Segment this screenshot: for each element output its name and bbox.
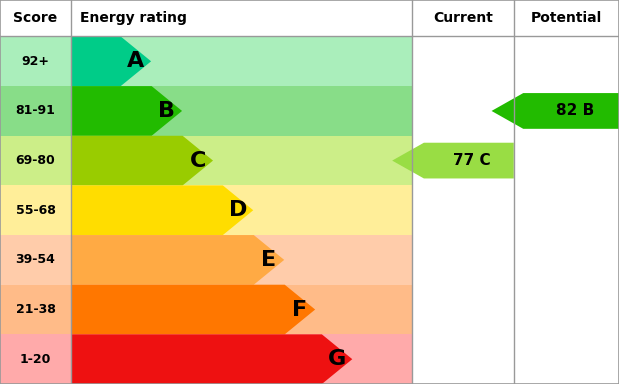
Bar bbox=[0, 185, 412, 235]
Polygon shape bbox=[392, 143, 514, 179]
Text: Score: Score bbox=[14, 11, 58, 25]
Text: Potential: Potential bbox=[530, 11, 602, 25]
Text: 77 C: 77 C bbox=[453, 153, 491, 168]
Bar bbox=[0, 136, 412, 185]
Text: 1-20: 1-20 bbox=[20, 353, 51, 366]
Text: 21-38: 21-38 bbox=[15, 303, 56, 316]
Text: G: G bbox=[328, 349, 346, 369]
Text: C: C bbox=[189, 151, 206, 170]
Text: 92+: 92+ bbox=[22, 55, 50, 68]
Polygon shape bbox=[71, 285, 315, 334]
Polygon shape bbox=[71, 185, 253, 235]
Text: 39-54: 39-54 bbox=[15, 253, 56, 266]
Polygon shape bbox=[71, 235, 284, 285]
Bar bbox=[0, 285, 412, 334]
Bar bbox=[0, 334, 412, 384]
Text: 81-91: 81-91 bbox=[15, 104, 56, 118]
Text: B: B bbox=[158, 101, 175, 121]
Polygon shape bbox=[71, 86, 182, 136]
Bar bbox=[0, 86, 412, 136]
Text: D: D bbox=[229, 200, 247, 220]
Text: F: F bbox=[292, 300, 308, 319]
Text: Current: Current bbox=[433, 11, 493, 25]
Bar bbox=[0, 36, 412, 86]
Text: Energy rating: Energy rating bbox=[80, 11, 188, 25]
Text: 69-80: 69-80 bbox=[15, 154, 56, 167]
Text: E: E bbox=[261, 250, 277, 270]
Text: 55-68: 55-68 bbox=[15, 204, 56, 217]
Polygon shape bbox=[491, 93, 619, 129]
Text: A: A bbox=[128, 51, 144, 71]
Polygon shape bbox=[71, 36, 151, 86]
Bar bbox=[0, 235, 412, 285]
Text: 82 B: 82 B bbox=[556, 103, 594, 118]
Polygon shape bbox=[71, 136, 213, 185]
Polygon shape bbox=[71, 334, 352, 384]
